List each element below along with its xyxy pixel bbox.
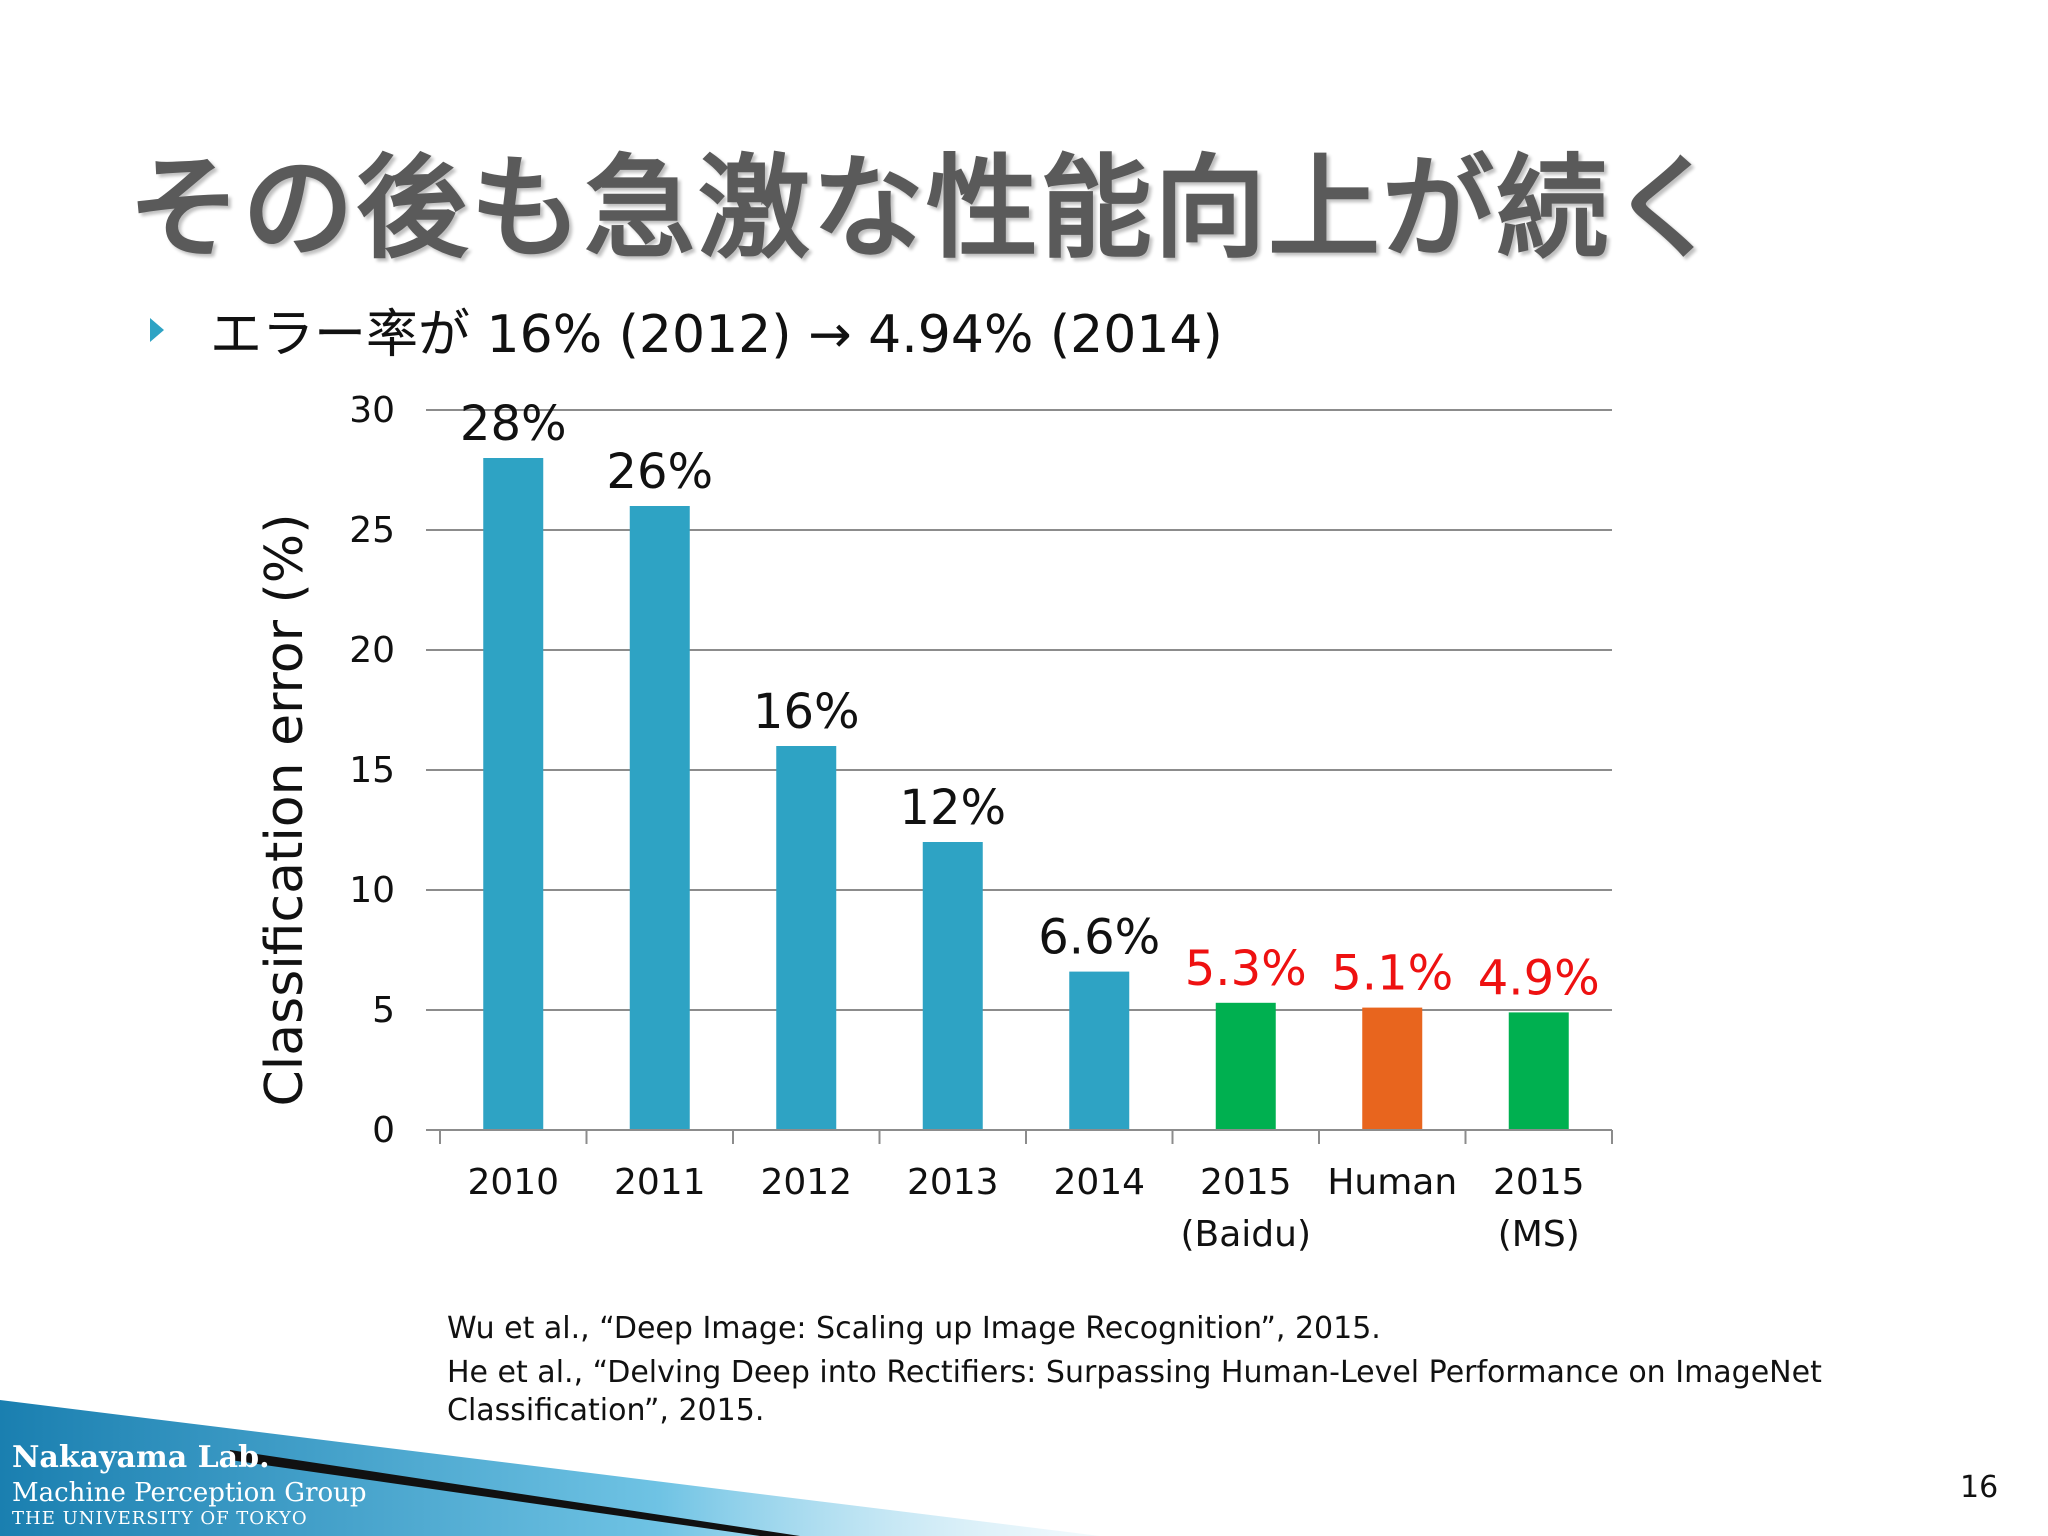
bars xyxy=(483,458,1569,1130)
x-tick-label: 2013 xyxy=(907,1162,999,1203)
x-tick-labels: 2010 2011 2012 2013 2014 2015 (Baidu) Human 2015… xyxy=(467,1162,1584,1255)
x-tick-label: 2015 xyxy=(1493,1162,1585,1203)
x-tick-label: 2010 xyxy=(467,1162,559,1203)
bullet-text: エラー率が 16% (2012) → 4.94% (2014) xyxy=(210,305,1223,365)
bar xyxy=(1215,1002,1276,1130)
bullet-arrow-icon xyxy=(150,317,164,342)
bar xyxy=(776,746,837,1130)
slide-title: その後も急激な性能向上が続く xyxy=(128,144,1724,274)
x-tick-label: (Baidu) xyxy=(1180,1214,1311,1255)
y-tick-label: 5 xyxy=(372,990,395,1031)
citation-2: He et al., “Delving Deep into Rectifiers… xyxy=(447,1355,1822,1428)
bar xyxy=(922,842,983,1130)
data-label: 12% xyxy=(899,780,1006,836)
bullet-row: エラー率が 16% (2012) → 4.94% (2014) xyxy=(150,292,1223,367)
data-label: 5.1% xyxy=(1331,946,1453,1002)
x-tick-label: 2011 xyxy=(614,1162,706,1203)
y-tick-label: 25 xyxy=(349,510,395,551)
bar xyxy=(483,458,544,1130)
x-tick-label: 2014 xyxy=(1053,1162,1145,1203)
y-tick-label: 30 xyxy=(349,390,395,431)
axes xyxy=(426,409,1613,1144)
lab-name: Nakayama Lab. xyxy=(12,1440,270,1475)
data-label: 4.9% xyxy=(1478,950,1600,1006)
bar-chart: 0 5 10 15 20 25 30 2010 2011 2012 2013 2014 2015 (Ba… xyxy=(255,390,1613,1255)
y-axis-label: Classification error (%) xyxy=(255,514,315,1107)
bar xyxy=(1508,1012,1569,1130)
bar xyxy=(1069,971,1130,1130)
y-tick-label: 10 xyxy=(349,870,395,911)
lab-university: THE UNIVERSITY OF TOKYO xyxy=(12,1508,308,1529)
y-tick-label: 20 xyxy=(349,630,395,671)
citations: Wu et al., “Deep Image: Scaling up Image… xyxy=(447,1310,1867,1436)
data-label: 26% xyxy=(606,444,713,500)
x-tick-label: 2012 xyxy=(760,1162,852,1203)
page-number: 16 xyxy=(1960,1470,1999,1505)
data-label: 28% xyxy=(460,396,567,452)
x-tick-label: (MS) xyxy=(1498,1214,1580,1255)
data-label: 5.3% xyxy=(1185,941,1307,997)
lab-group: Machine Perception Group xyxy=(12,1478,367,1508)
citation-1: Wu et al., “Deep Image: Scaling up Image… xyxy=(447,1311,1381,1346)
data-label: 16% xyxy=(753,684,860,740)
y-tick-labels: 0 5 10 15 20 25 30 xyxy=(349,390,395,1151)
y-tick-label: 15 xyxy=(349,750,395,791)
x-tick-label: 2015 xyxy=(1200,1162,1292,1203)
data-labels: 28% 26% 16% 12% 6.6% 5.3% 5.1% 4.9% xyxy=(460,396,1600,1006)
data-label: 6.6% xyxy=(1038,910,1160,966)
bar xyxy=(1362,1007,1423,1130)
x-tick-label: Human xyxy=(1327,1162,1457,1203)
bar xyxy=(629,506,690,1130)
y-tick-label: 0 xyxy=(372,1110,395,1151)
